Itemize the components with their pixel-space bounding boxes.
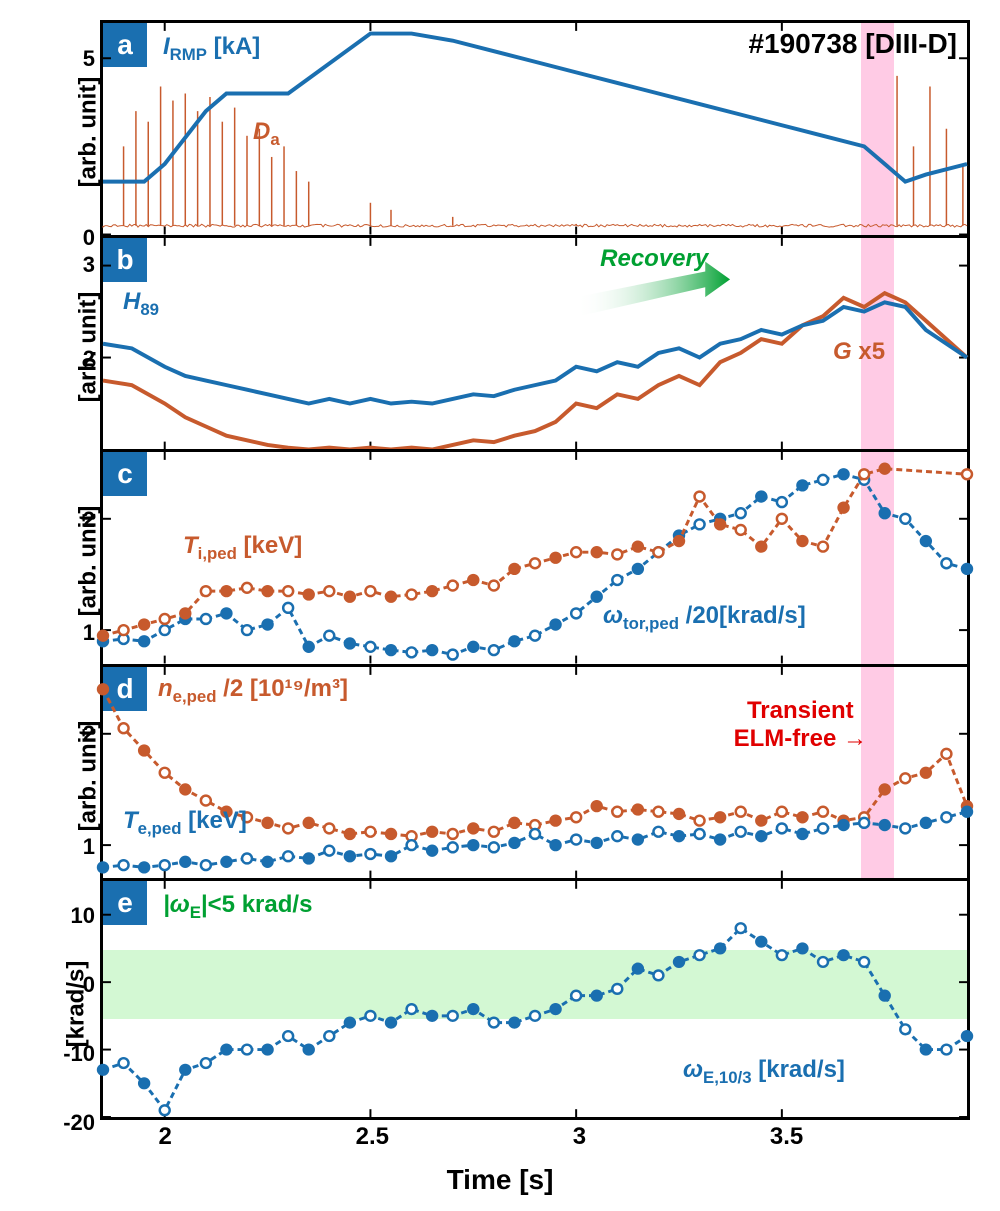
series-label: ne,ped /2 [10¹⁹/m³]	[158, 675, 348, 707]
series-label: IRMP [kA]	[163, 33, 260, 65]
figure: [arb. unit]05aIRMP [kA]Da#190738 [DIII-D…	[0, 0, 1000, 1211]
ytick: 3	[83, 252, 95, 278]
ytick: 10	[71, 903, 95, 929]
series-label: H89	[123, 288, 159, 320]
transient-label: TransientELM-free →	[734, 697, 867, 753]
xtick: 3	[573, 1123, 586, 1151]
ytick: 2	[83, 721, 95, 747]
ytick: 2	[83, 346, 95, 372]
panel-a: [arb. unit]05aIRMP [kA]Da#190738 [DIII-D…	[100, 20, 970, 235]
series-label: Da	[253, 118, 280, 150]
ytick: 0	[83, 225, 95, 251]
series-label: ωtor,ped /20[krad/s]	[603, 602, 806, 634]
series-label: |ωE|<5 krad/s	[163, 891, 312, 923]
ytick: -10	[63, 1041, 95, 1067]
ytick: 1	[83, 834, 95, 860]
panel-d: [arb. unit]12dne,ped /2 [10¹⁹/m³]Te,ped …	[100, 664, 970, 879]
series-label: Ti,ped [keV]	[183, 532, 302, 564]
series-label: ωE,10/3 [krad/s]	[683, 1056, 845, 1088]
ytick: 1	[83, 620, 95, 646]
panel-e: [krad/s]-20-10010e|ωE|<5 krad/sωE,10/3 […	[100, 878, 970, 1120]
ytick: 2	[83, 507, 95, 533]
xtick: 3.5	[770, 1123, 803, 1151]
ytick: -20	[63, 1110, 95, 1136]
shot-title: #190738 [DIII-D]	[748, 28, 957, 60]
xtick: 2	[158, 1123, 171, 1151]
recovery-label: Recovery	[600, 245, 708, 273]
ylabel-a: [arb. unit]	[74, 77, 102, 188]
panel-b: [arb. unit]23bH89G x5Recovery	[100, 235, 970, 450]
ytick: 5	[83, 46, 95, 72]
series-label: G x5	[833, 338, 885, 370]
xlabel: Time [s]	[447, 1164, 554, 1196]
panel-c: [arb. unit]12cTi,ped [keV]ωtor,ped /20[k…	[100, 449, 970, 664]
series-label: Te,ped [keV]	[123, 807, 247, 839]
xtick: 2.5	[356, 1123, 389, 1151]
ytick: 0	[83, 972, 95, 998]
